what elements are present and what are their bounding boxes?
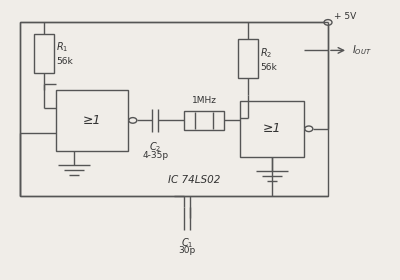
Text: 4-35p: 4-35p xyxy=(142,151,168,160)
Bar xyxy=(184,111,224,130)
Text: $R_2$: $R_2$ xyxy=(260,46,272,60)
Text: $C_2$: $C_2$ xyxy=(149,140,161,154)
Text: $C_1$: $C_1$ xyxy=(181,237,194,250)
Bar xyxy=(34,34,54,73)
Text: 1MHz: 1MHz xyxy=(192,96,216,105)
Text: ≥1: ≥1 xyxy=(263,122,281,135)
Bar xyxy=(240,101,304,157)
Bar xyxy=(20,22,328,196)
Circle shape xyxy=(305,126,313,132)
Text: $I_{OUT}$: $I_{OUT}$ xyxy=(352,43,372,57)
Bar xyxy=(56,90,128,151)
Text: 30p: 30p xyxy=(178,246,196,255)
Circle shape xyxy=(324,20,332,25)
Text: + 5V: + 5V xyxy=(334,12,356,21)
Bar xyxy=(238,39,258,78)
Text: $R_1$: $R_1$ xyxy=(56,41,68,55)
Circle shape xyxy=(129,118,137,123)
Text: 56k: 56k xyxy=(260,63,277,72)
Text: 56k: 56k xyxy=(56,57,73,66)
Text: ≥1: ≥1 xyxy=(83,114,101,127)
Text: IC 74LS02: IC 74LS02 xyxy=(168,175,220,185)
